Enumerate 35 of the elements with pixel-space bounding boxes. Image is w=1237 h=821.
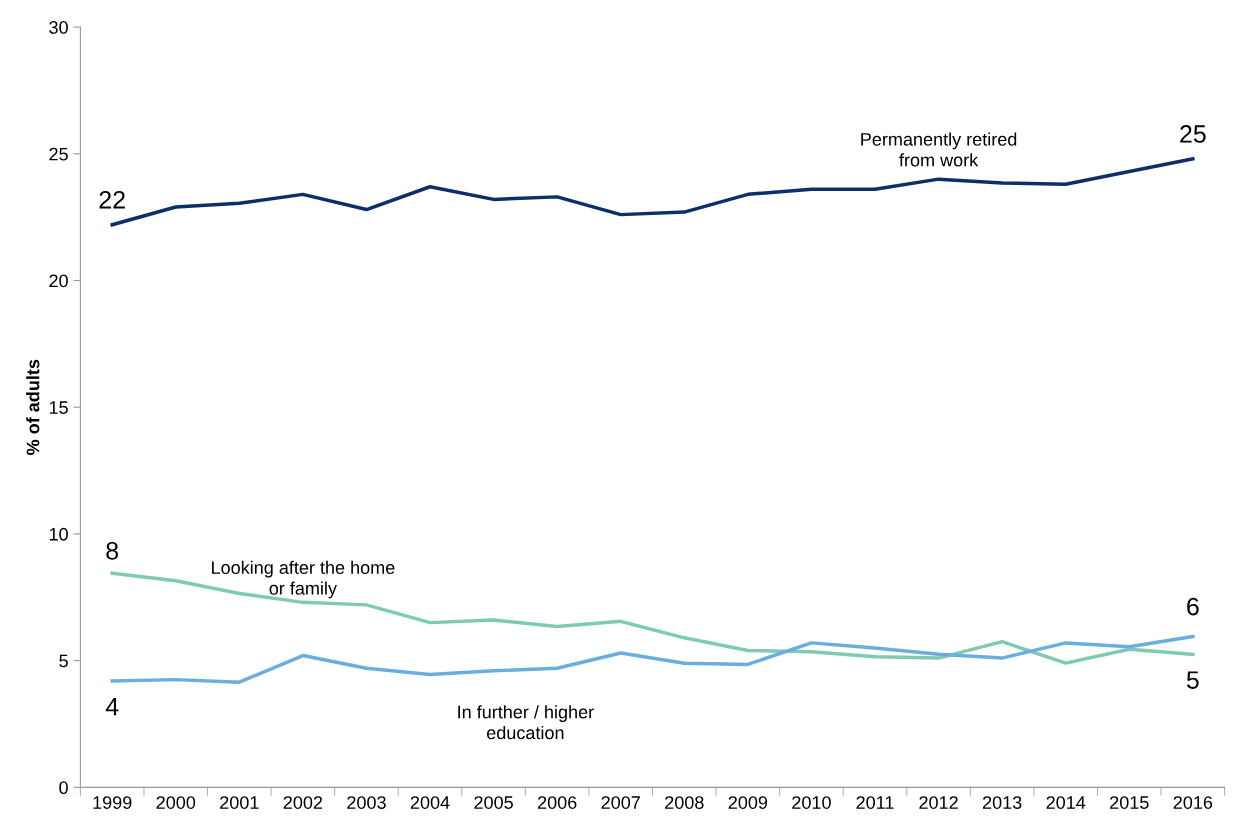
x-tick-label: 2001: [220, 796, 259, 809]
y-tick-label: 10: [49, 527, 68, 541]
x-tick-label: 2010: [792, 796, 831, 809]
x-tick-label: 2012: [919, 796, 958, 809]
y-axis-title: % of adults: [26, 359, 40, 455]
y-tick-label: 0: [59, 781, 68, 795]
data-label: 4: [105, 698, 119, 716]
data-label: 8: [106, 541, 119, 560]
x-tick-label: 2007: [601, 796, 640, 809]
x-tick-label: 2011: [856, 796, 894, 809]
x-tick-label: 2015: [1110, 796, 1149, 809]
series-label: Permanently retired from work: [861, 132, 1017, 167]
x-tick-label: 2013: [982, 796, 1022, 809]
data-label: 5: [1186, 671, 1199, 689]
x-tick-label: 2008: [665, 796, 704, 809]
y-tick-label: 20: [49, 274, 68, 288]
x-tick-label: 2006: [537, 796, 577, 809]
x-tick-label: 2014: [1046, 796, 1086, 809]
y-tick-label: 5: [59, 654, 68, 668]
x-tick-label: 2009: [728, 796, 768, 809]
data-label: 25: [1180, 125, 1206, 143]
x-tick-label: 1999: [93, 796, 132, 809]
series-label: Looking after the home or family: [212, 560, 395, 599]
x-tick-label: 2002: [283, 796, 323, 809]
data-label: 6: [1187, 597, 1199, 616]
y-tick-label: 15: [49, 401, 68, 414]
x-tick-label: 2000: [156, 796, 196, 809]
series-label: In further / higher education: [458, 705, 594, 740]
y-tick-label: 25: [49, 147, 68, 161]
y-tick-label: 30: [49, 21, 68, 34]
x-tick-label: 2004: [410, 796, 450, 809]
x-tick-label: 2003: [347, 796, 386, 809]
data-label: 22: [99, 190, 125, 209]
x-tick-label: 2016: [1173, 796, 1213, 809]
x-tick-label: 2005: [474, 796, 513, 809]
